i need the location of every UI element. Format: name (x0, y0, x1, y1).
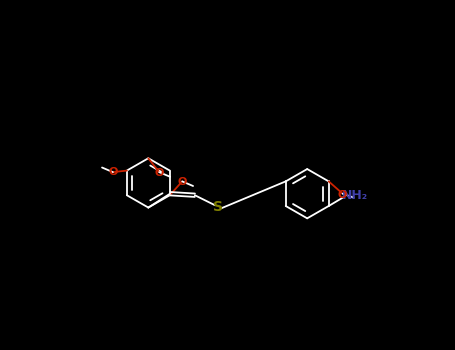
Text: O: O (155, 168, 164, 178)
Text: O: O (109, 167, 118, 177)
Text: O: O (177, 177, 187, 187)
Text: S: S (213, 200, 223, 214)
Text: O: O (337, 190, 347, 200)
Text: NH₂: NH₂ (342, 189, 368, 202)
